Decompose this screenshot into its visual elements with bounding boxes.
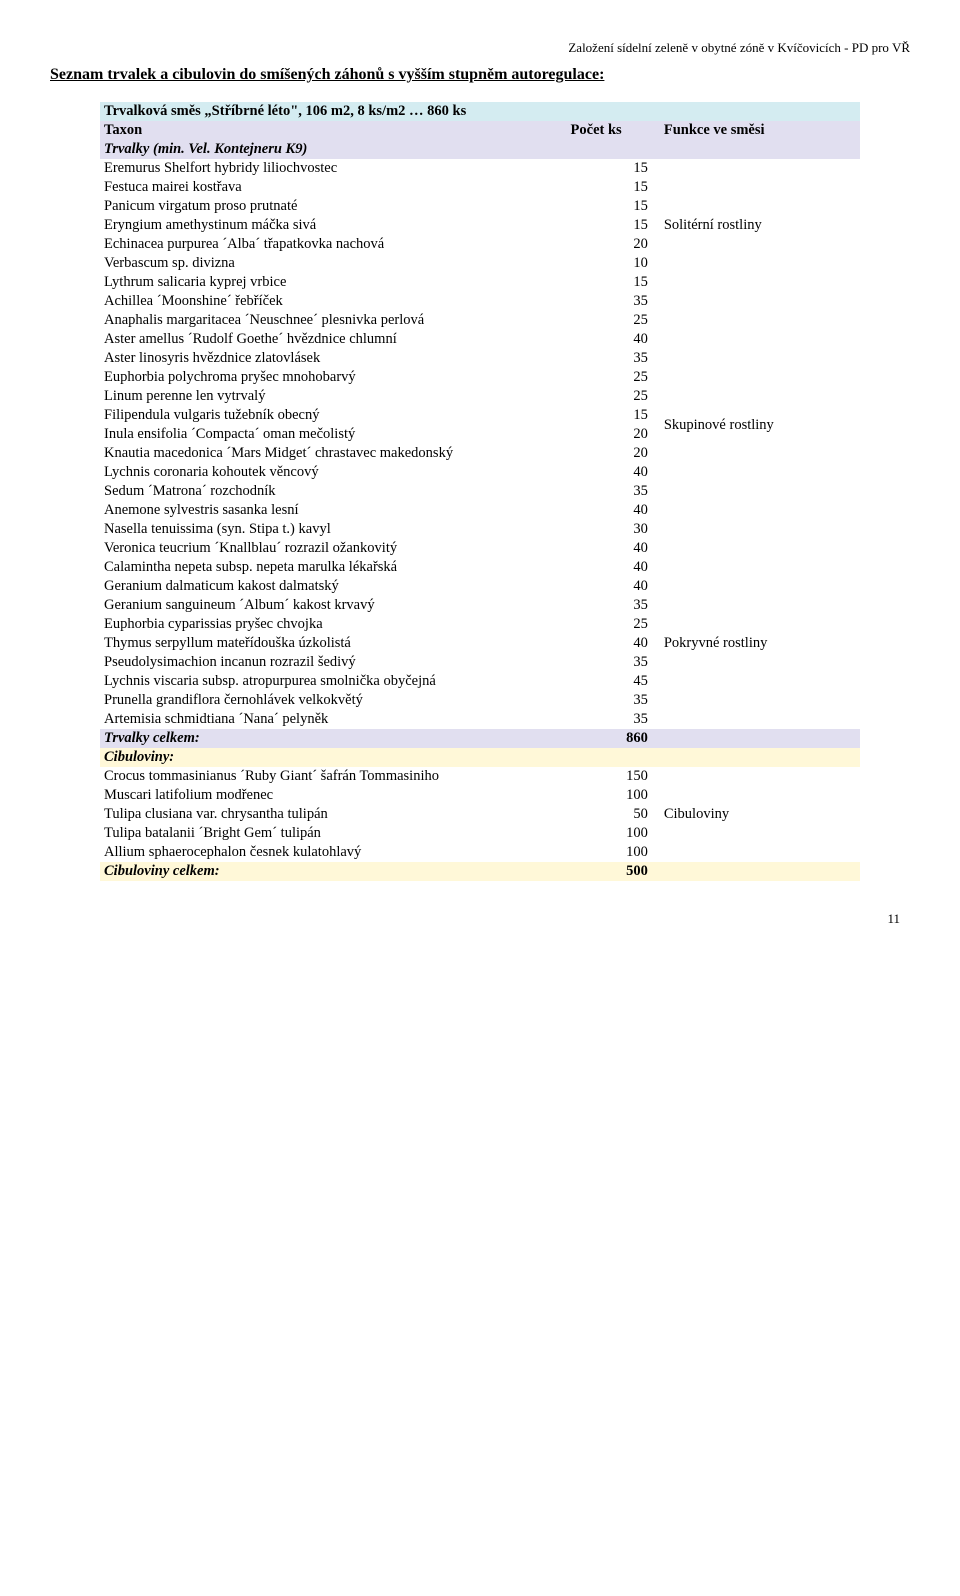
taxon-qty: 25 — [567, 387, 660, 406]
taxon-name: Geranium dalmaticum kakost dalmatský — [100, 577, 567, 596]
table-row: Trvalky (min. Vel. Kontejneru K9) — [100, 140, 860, 159]
taxon-qty: 30 — [567, 520, 660, 539]
table-row: Cibuloviny: — [100, 748, 860, 767]
taxon-qty: 40 — [567, 558, 660, 577]
table-row: Eremurus Shelfort hybridy liliochvostec1… — [100, 159, 860, 178]
taxon-name: Aster linosyris hvězdnice zlatovlásek — [100, 349, 567, 368]
taxon-name: Anaphalis margaritacea ´Neuschnee´ plesn… — [100, 311, 567, 330]
taxon-name: Linum perenne len vytrvalý — [100, 387, 567, 406]
taxon-qty: 35 — [567, 710, 660, 729]
taxon-qty: 40 — [567, 634, 660, 653]
taxon-name: Tulipa batalanii ´Bright Gem´ tulipán — [100, 824, 567, 843]
taxon-name: Sedum ´Matrona´ rozchodník — [100, 482, 567, 501]
document-source-note: Založení sídelní zeleně v obytné zóně v … — [50, 40, 910, 56]
taxon-qty: 40 — [567, 501, 660, 520]
table-row: Cibuloviny celkem:500 — [100, 862, 860, 881]
taxon-qty: 35 — [567, 292, 660, 311]
taxon-qty: 40 — [567, 330, 660, 349]
taxon-qty: 15 — [567, 273, 660, 292]
taxon-qty: 15 — [567, 178, 660, 197]
taxon-name: Thymus serpyllum mateřídouška úzkolistá — [100, 634, 567, 653]
taxon-name: Eremurus Shelfort hybridy liliochvostec — [100, 159, 567, 178]
taxon-name: Artemisia schmidtiana ´Nana´ pelyněk — [100, 710, 567, 729]
taxon-name: Achillea ´Moonshine´ řebříček — [100, 292, 567, 311]
taxon-name: Muscari latifolium modřenec — [100, 786, 567, 805]
taxon-name: Euphorbia polychroma pryšec mnohobarvý — [100, 368, 567, 387]
taxon-name: Echinacea purpurea ´Alba´ třapatkovka na… — [100, 235, 567, 254]
table-row: TaxonPočet ksFunkce ve směsi — [100, 121, 860, 140]
taxon-name: Lychnis viscaria subsp. atropurpurea smo… — [100, 672, 567, 691]
taxon-name: Eryngium amethystinum máčka sivá — [100, 216, 567, 235]
page-number: 11 — [50, 911, 910, 927]
taxon-name: Verbascum sp. divizna — [100, 254, 567, 273]
taxon-qty: 35 — [567, 482, 660, 501]
taxon-qty: 20 — [567, 235, 660, 254]
taxon-name: Geranium sanguineum ´Album´ kakost krvav… — [100, 596, 567, 615]
taxon-name: Anemone sylvestris sasanka lesní — [100, 501, 567, 520]
taxon-qty: 25 — [567, 368, 660, 387]
taxon-qty: 35 — [567, 349, 660, 368]
taxon-qty: 25 — [567, 311, 660, 330]
taxon-name: Crocus tommasinianus ´Ruby Giant´ šafrán… — [100, 767, 567, 786]
taxon-name: Lychnis coronaria kohoutek věncový — [100, 463, 567, 482]
taxon-name: Filipendula vulgaris tužebník obecný — [100, 406, 567, 425]
group-function-label: Cibuloviny — [660, 767, 860, 862]
table-row: Trvalky celkem:860 — [100, 729, 860, 748]
taxon-name: Euphorbia cyparissias pryšec chvojka — [100, 615, 567, 634]
taxon-name: Tulipa clusiana var. chrysantha tulipán — [100, 805, 567, 824]
taxon-qty: 100 — [567, 824, 660, 843]
taxon-name: Prunella grandiflora černohlávek velkokv… — [100, 691, 567, 710]
plant-mix-table: Trvalková směs „Stříbrné léto", 106 m2, … — [100, 102, 860, 881]
taxon-qty: 20 — [567, 425, 660, 444]
section-heading: Seznam trvalek a cibulovin do smíšených … — [50, 66, 910, 84]
taxon-name: Allium sphaerocephalon česnek kulatohlav… — [100, 843, 567, 862]
taxon-name: Calamintha nepeta subsp. nepeta marulka … — [100, 558, 567, 577]
taxon-name: Panicum virgatum proso prutnaté — [100, 197, 567, 216]
taxon-qty: 10 — [567, 254, 660, 273]
taxon-qty: 35 — [567, 653, 660, 672]
table-row: Crocus tommasinianus ´Ruby Giant´ šafrán… — [100, 767, 860, 786]
taxon-qty: 40 — [567, 539, 660, 558]
table-row: Calamintha nepeta subsp. nepeta marulka … — [100, 558, 860, 577]
taxon-qty: 150 — [567, 767, 660, 786]
taxon-qty: 20 — [567, 444, 660, 463]
mix-title: Trvalková směs „Stříbrné léto", 106 m2, … — [100, 102, 860, 121]
taxon-qty: 35 — [567, 691, 660, 710]
taxon-qty: 15 — [567, 406, 660, 425]
taxon-qty: 40 — [567, 463, 660, 482]
table-row: Achillea ´Moonshine´ řebříček35Skupinové… — [100, 292, 860, 311]
taxon-name: Nasella tenuissima (syn. Stipa t.) kavyl — [100, 520, 567, 539]
taxon-qty: 25 — [567, 615, 660, 634]
taxon-qty: 100 — [567, 786, 660, 805]
taxon-qty: 35 — [567, 596, 660, 615]
taxon-qty: 100 — [567, 843, 660, 862]
taxon-name: Lythrum salicaria kyprej vrbice — [100, 273, 567, 292]
group-function-label: Solitérní rostliny — [660, 159, 860, 292]
taxon-name: Pseudolysimachion incanun rozrazil šediv… — [100, 653, 567, 672]
taxon-qty: 50 — [567, 805, 660, 824]
taxon-qty: 15 — [567, 197, 660, 216]
taxon-qty: 15 — [567, 216, 660, 235]
taxon-name: Festuca mairei kostřava — [100, 178, 567, 197]
taxon-name: Veronica teucrium ´Knallblau´ rozrazil o… — [100, 539, 567, 558]
taxon-qty: 45 — [567, 672, 660, 691]
taxon-qty: 40 — [567, 577, 660, 596]
taxon-name: Inula ensifolia ´Compacta´ oman mečolist… — [100, 425, 567, 444]
group-function-label: Skupinové rostliny — [660, 292, 860, 558]
taxon-qty: 15 — [567, 159, 660, 178]
group-function-label: Pokryvné rostliny — [660, 558, 860, 729]
taxon-name: Aster amellus ´Rudolf Goethe´ hvězdnice … — [100, 330, 567, 349]
taxon-name: Knautia macedonica ´Mars Midget´ chrasta… — [100, 444, 567, 463]
table-row: Trvalková směs „Stříbrné léto", 106 m2, … — [100, 102, 860, 121]
